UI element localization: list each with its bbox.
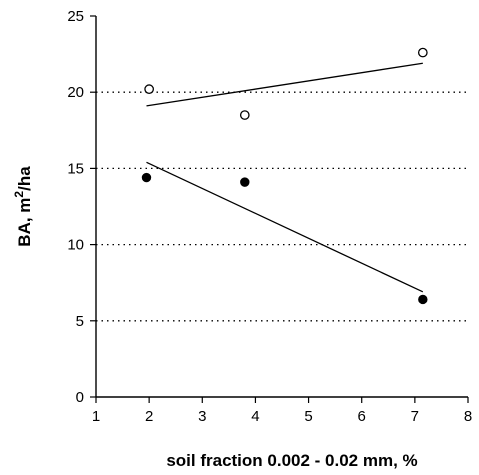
filled-point [141, 172, 152, 183]
axes [95, 16, 468, 398]
filled-point [418, 294, 428, 305]
x-tick-label: 5 [304, 408, 312, 425]
ticks: 0 5 10 15 20 25 1 2 3 4 5 6 7 8 [67, 8, 472, 425]
y-tick-label: 25 [67, 8, 84, 25]
filled-point [240, 177, 250, 187]
y-axis-title: BA, m2/ha [12, 166, 34, 247]
x-axis-title: soil fraction 0.002 - 0.02 mm, % [166, 451, 417, 470]
open-point [239, 110, 250, 120]
x-tick-label: 6 [358, 408, 366, 425]
data-points [141, 47, 428, 305]
open-point [144, 84, 154, 95]
y-tick-label: 15 [67, 160, 84, 177]
y-tick-label: 5 [76, 313, 84, 330]
x-tick-label: 3 [198, 408, 206, 425]
x-tick-label: 7 [411, 408, 419, 425]
trend-line-1 [146, 62, 423, 107]
y-tick-label: 10 [67, 237, 84, 254]
y-tick-label: 20 [67, 84, 84, 101]
x-tick-label: 2 [145, 408, 153, 425]
x-tick-label: 8 [464, 408, 472, 425]
y-tick-label: 0 [76, 389, 84, 406]
trend-line-2 [146, 161, 424, 293]
open-point [417, 47, 428, 58]
trend-lines [146, 62, 424, 293]
x-tick-label: 4 [251, 408, 259, 425]
x-tick-label: 1 [92, 408, 100, 425]
